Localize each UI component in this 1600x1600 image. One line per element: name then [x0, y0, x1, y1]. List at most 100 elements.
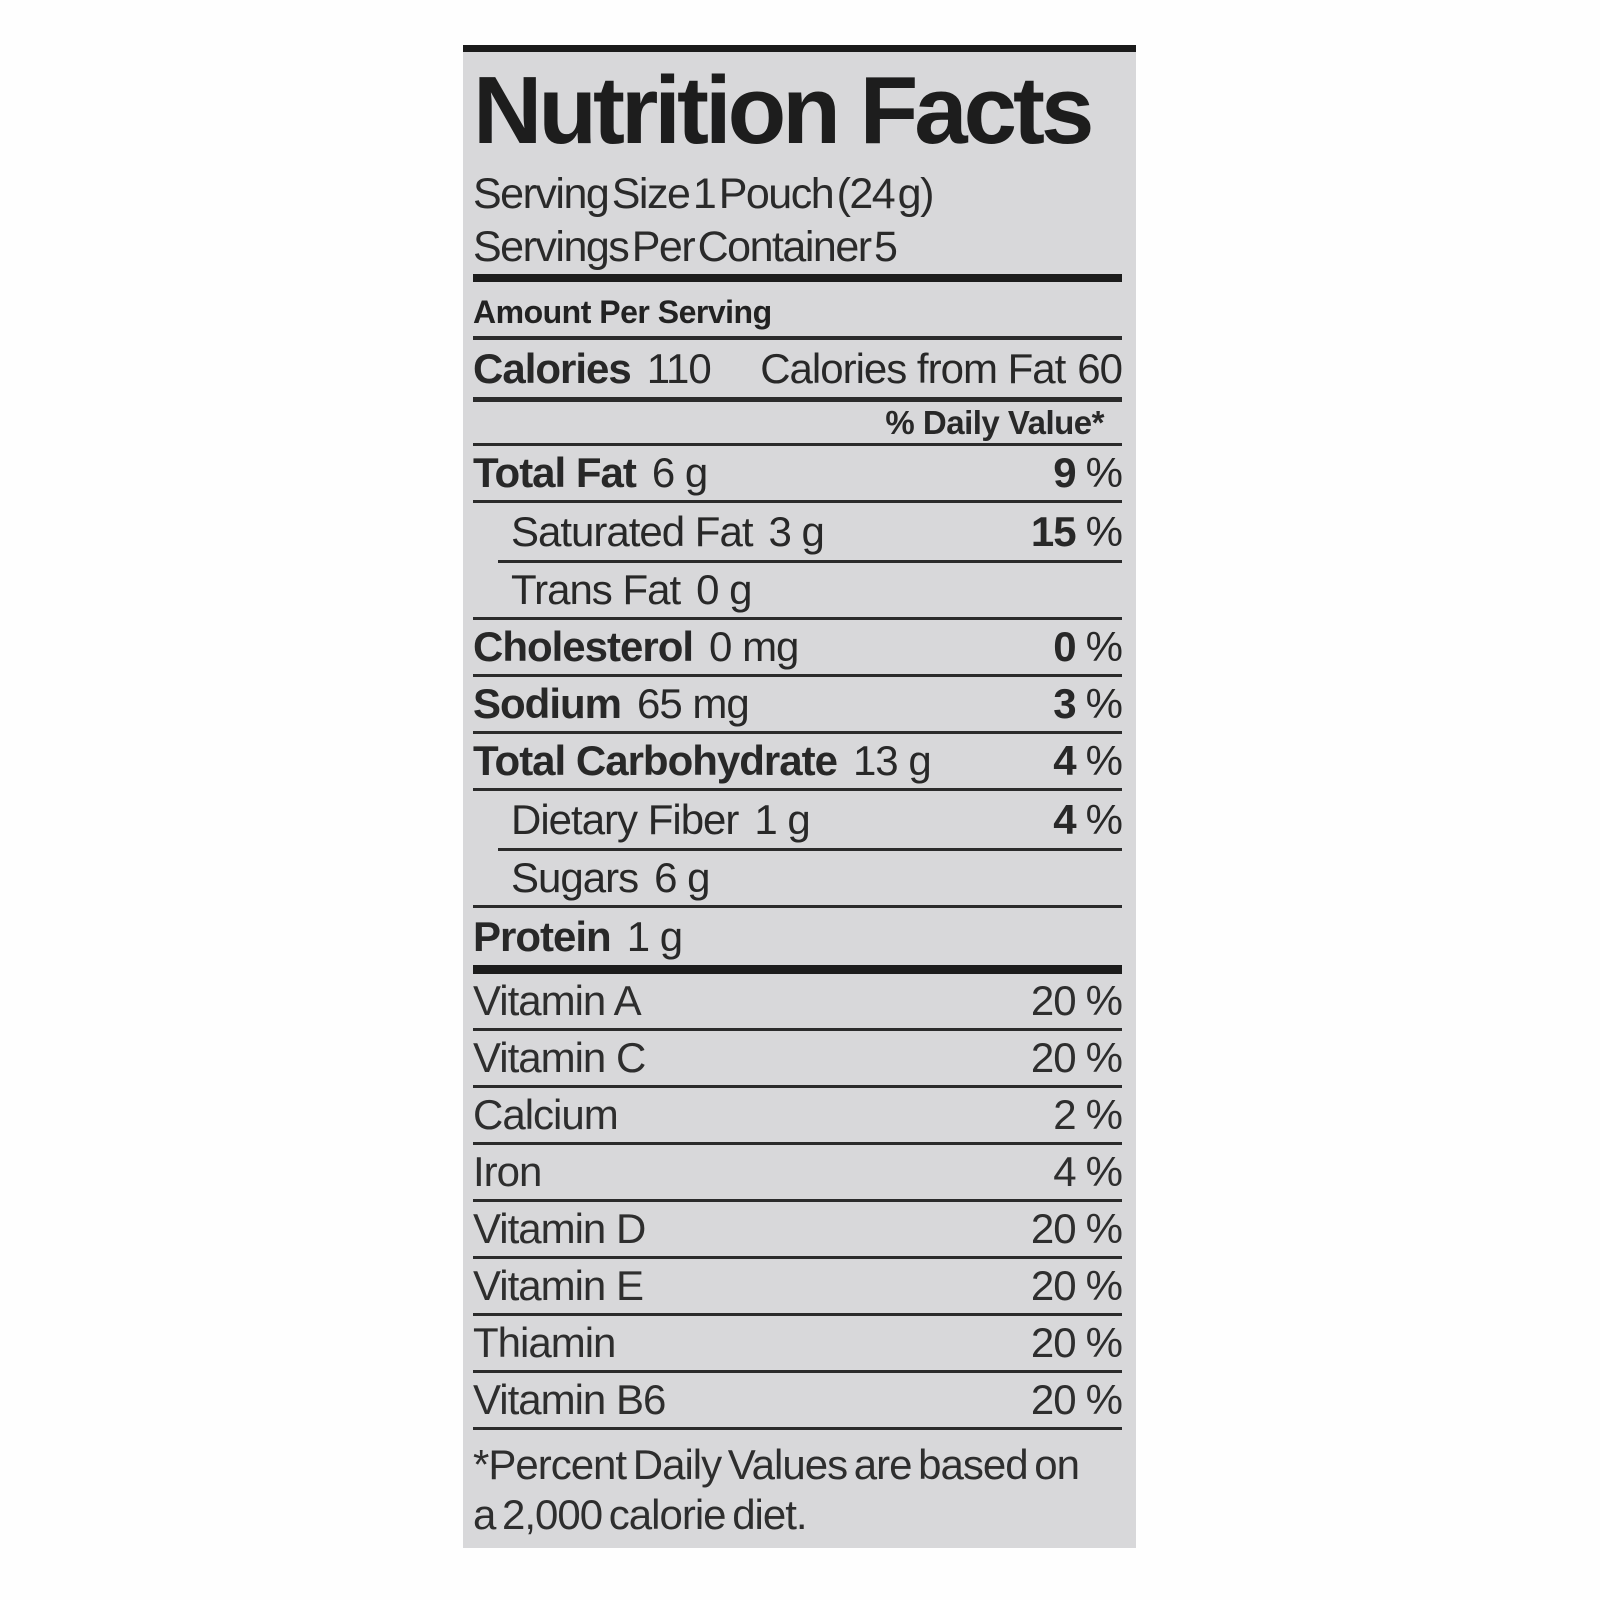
nutrient-left: Cholesterol 0 mg [473, 623, 799, 671]
nutrient-amount: 0 g [696, 566, 752, 613]
calories-label: Calories [473, 344, 632, 392]
micronutrient-label: Vitamin D [473, 1205, 646, 1252]
serving-size-text: Serving Size 1 Pouch (24 g) [473, 170, 934, 218]
nutrient-row-saturated-fat: Saturated Fat 3 g 15% [473, 503, 1123, 560]
daily-value-number: 4 [1053, 795, 1076, 843]
nutrient-row-sodium: Sodium 65 mg 3% [473, 677, 1123, 734]
daily-value-number: 2 [1053, 1091, 1076, 1138]
nutrient-left: Sodium 65 mg [473, 680, 750, 728]
nutrient-label: Total Carbohydrate [473, 737, 838, 784]
nutrient-label: Total Fat [473, 449, 637, 496]
section-bar-top [473, 274, 1122, 282]
daily-value: 20% [1030, 977, 1123, 1025]
micronutrient-row-vitamin-b6: Vitamin B6 20% [473, 1373, 1123, 1430]
percent-sign: % [1085, 1205, 1123, 1252]
nutrient-amount: 13 g [852, 737, 932, 784]
footnote-line-1: *Percent Daily Values are based on [473, 1441, 1080, 1488]
nutrient-amount: 6 g [651, 449, 708, 496]
daily-value-number: 9 [1053, 449, 1076, 496]
nutrient-left: Sugars 6 g [473, 854, 710, 902]
daily-value-number: 20 [1030, 977, 1077, 1024]
micronutrient-label: Vitamin C [473, 1034, 646, 1081]
calories-from-fat: Calories from Fat 60 [760, 344, 1123, 393]
nutrient-left: Total Fat 6 g [473, 449, 708, 497]
micronutrient-label: Vitamin B6 [473, 1376, 666, 1423]
nutrient-amount: 65 mg [637, 680, 750, 727]
daily-value-number: 20 [1030, 1262, 1077, 1309]
daily-value: 20% [1030, 1376, 1123, 1424]
percent-sign: % [1085, 1262, 1123, 1309]
micronutrient-row-calcium: Calcium 2% [473, 1088, 1123, 1145]
daily-value: 2% [1053, 1091, 1123, 1139]
nutrition-facts-panel: Nutrition Facts Serving Size 1 Pouch (24… [463, 45, 1136, 1548]
daily-value: 0% [1053, 623, 1123, 671]
nutrient-row-total-fat: Total Fat 6 g 9% [473, 446, 1123, 503]
daily-value: 20% [1030, 1034, 1123, 1082]
daily-value-number: 15 [1030, 507, 1077, 555]
percent-sign: % [1085, 1376, 1123, 1423]
percent-sign: % [1085, 623, 1123, 670]
serving-info-block: Serving Size 1 Pouch (24 g) Servings Per… [473, 168, 1122, 274]
nutrient-row-trans-fat: Trans Fat 0 g [473, 563, 1122, 620]
section-bar-vitamins [473, 965, 1122, 974]
daily-value: 20% [1031, 1205, 1123, 1253]
percent-sign: % [1085, 1319, 1123, 1366]
calories-row: Calories 110 Calories from Fat 60 [473, 340, 1123, 402]
nutrient-amount: 3 g [768, 507, 824, 555]
indented-divider [498, 848, 1122, 851]
nutrient-label: Trans Fat [511, 566, 681, 613]
micronutrient-row-vitamin-d: Vitamin D 20% [473, 1202, 1123, 1259]
micronutrient-row-iron: Iron 4% [473, 1145, 1123, 1202]
micronutrient-label: Calcium [473, 1091, 619, 1138]
daily-value: 4% [1053, 1148, 1123, 1196]
micronutrient-row-vitamin-c: Vitamin C 20% [473, 1031, 1123, 1088]
nutrient-row-sugars: Sugars 6 g [473, 851, 1122, 908]
nutrient-left: Dietary Fiber 1 g [473, 795, 811, 844]
nutrient-label: Sodium [473, 680, 622, 727]
percent-sign: % [1085, 1034, 1123, 1081]
nutrient-left: Total Carbohydrate 13 g [473, 737, 932, 785]
amount-per-serving-header: Amount Per Serving [473, 282, 1122, 340]
percent-sign: % [1085, 680, 1123, 727]
nutrient-amount: 6 g [654, 854, 710, 901]
daily-value-number: 20 [1030, 1376, 1077, 1423]
daily-value: 20% [1031, 1319, 1123, 1367]
micronutrient-row-vitamin-e: Vitamin E 20% [473, 1259, 1123, 1316]
calories-from-fat-label: Calories from Fat [760, 344, 1066, 392]
nutrient-amount: 1 g [626, 912, 683, 960]
nutrition-facts-title: Nutrition Facts [473, 57, 1094, 164]
micronutrient-row-vitamin-a: Vitamin A 20% [473, 974, 1123, 1031]
nutrient-left: Protein 1 g [473, 912, 683, 961]
daily-value-header: % Daily Value* [473, 402, 1122, 446]
percent-sign: % [1085, 507, 1123, 555]
nutrient-left: Trans Fat 0 g [473, 566, 753, 614]
nutrient-label: Sugars [511, 854, 639, 901]
daily-value: 4% [1053, 795, 1123, 844]
calories-from-fat-value: 60 [1077, 344, 1123, 392]
percent-sign: % [1085, 977, 1123, 1024]
daily-value: 20% [1030, 1262, 1123, 1310]
micronutrient-label: Vitamin A [473, 977, 642, 1024]
daily-value-number: 4 [1053, 737, 1076, 784]
daily-value-number: 4 [1053, 1148, 1076, 1195]
nutrient-label: Saturated Fat [511, 507, 753, 555]
indented-divider [498, 560, 1122, 563]
micronutrient-row-thiamin: Thiamin 20% [473, 1316, 1123, 1373]
nutrient-label: Protein [473, 912, 612, 960]
nutrient-label: Dietary Fiber [511, 795, 739, 843]
calories-left: Calories 110 [473, 344, 712, 393]
daily-value-number: 20 [1030, 1034, 1077, 1081]
nutrient-row-dietary-fiber: Dietary Fiber 1 g 4% [473, 791, 1123, 848]
percent-sign: % [1085, 449, 1123, 496]
percent-sign: % [1085, 1148, 1123, 1195]
daily-value-number: 0 [1053, 623, 1076, 670]
nutrient-amount: 0 mg [709, 623, 799, 670]
footnote: *Percent Daily Values are based on a 2,0… [473, 1430, 1122, 1540]
nutrient-label: Cholesterol [473, 623, 694, 670]
percent-sign: % [1085, 795, 1123, 843]
daily-value-number: 3 [1053, 680, 1076, 727]
percent-sign: % [1085, 1091, 1123, 1138]
nutrient-row-cholesterol: Cholesterol 0 mg 0% [473, 620, 1123, 677]
micronutrient-label: Iron [473, 1148, 542, 1195]
